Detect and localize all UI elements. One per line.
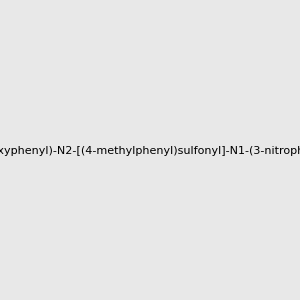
- Text: N2-(3,4-dimethoxyphenyl)-N2-[(4-methylphenyl)sulfonyl]-N1-(3-nitrophenyl)glycina: N2-(3,4-dimethoxyphenyl)-N2-[(4-methylph…: [0, 146, 300, 157]
